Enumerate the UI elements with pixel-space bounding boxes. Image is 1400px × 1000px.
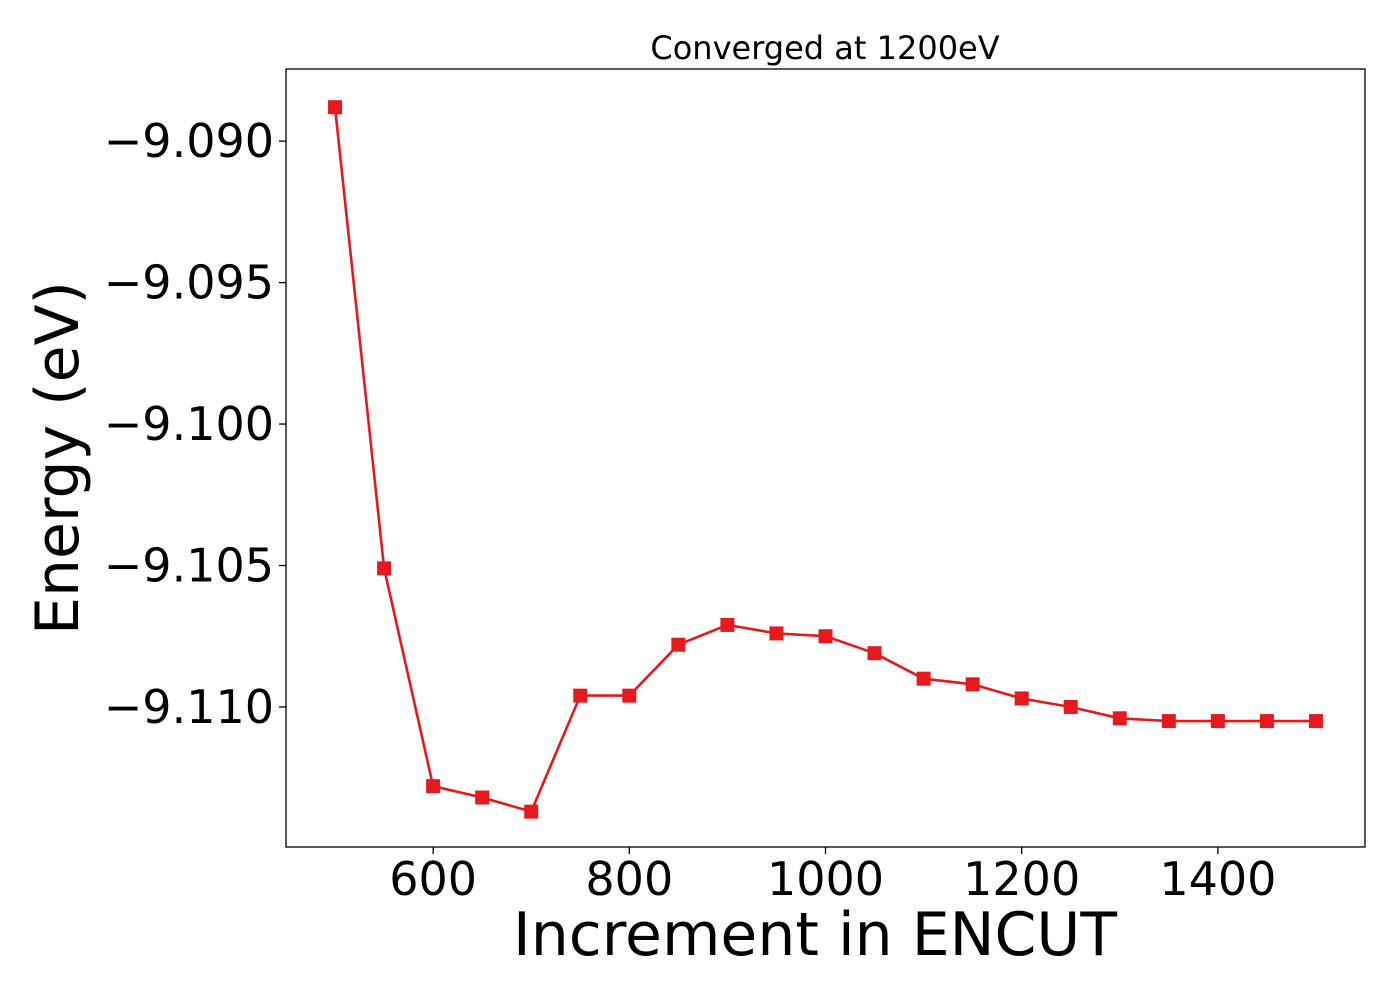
x-tick-label: 600 [389,852,477,906]
data-point-marker [1259,714,1274,729]
data-point-marker [573,688,588,703]
series-layer [328,100,1323,819]
data-point-marker [818,629,833,644]
data-point-marker [916,671,931,686]
data-point-marker [475,790,490,805]
data-point-marker [1014,691,1029,706]
data-point-marker [769,626,784,641]
y-axis: −9.090 −9.095 −9.100 −9.105 −9.110 [104,114,286,734]
data-point-marker [1308,714,1323,729]
data-point-marker [328,100,343,115]
x-tick-label: 800 [585,852,673,906]
data-point-marker [1161,714,1176,729]
y-tick-label: −9.095 [104,256,274,310]
y-tick-label: −9.100 [104,397,274,451]
data-point-marker [426,779,441,794]
series-line [333,107,1316,813]
x-axis: 600 800 1000 1200 1400 [389,847,1276,906]
data-point-marker [1210,714,1225,729]
data-point-marker [720,617,735,632]
x-axis-label: Increment in ENCUT [513,900,1117,970]
data-point-marker [1112,711,1127,726]
y-tick-label: −9.105 [104,539,274,593]
y-tick-label: −9.110 [104,680,274,734]
data-point-marker [867,646,882,661]
data-point-marker [965,677,980,692]
x-tick-label: 1200 [963,852,1080,906]
data-point-marker [524,804,539,819]
y-tick-label: −9.090 [104,114,274,168]
data-point-marker [671,637,686,652]
data-point-marker [1063,699,1078,714]
chart-title: Converged at 1200eV [650,29,999,67]
x-tick-label: 1400 [1159,852,1276,906]
data-point-marker [377,561,392,576]
plot-area [285,68,1366,848]
y-axis-label: Energy (eV) [23,281,93,635]
x-tick-label: 1000 [767,852,884,906]
data-point-marker [622,688,637,703]
